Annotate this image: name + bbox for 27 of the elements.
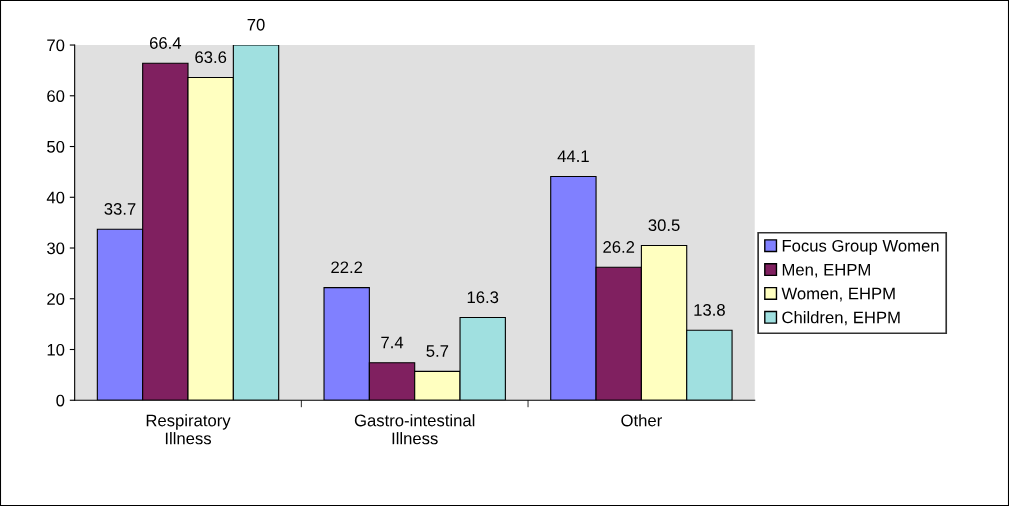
data-label: 26.2 <box>603 241 635 253</box>
data-label: 30.5 <box>648 219 680 232</box>
data-label: 13.8 <box>694 304 725 316</box>
y-tick-label: 30 <box>47 242 65 255</box>
data-label: 7.4 <box>381 336 404 349</box>
y-tick-label: 40 <box>46 191 65 204</box>
legend-label: Focus Group Women <box>782 239 939 255</box>
data-label: 5.7 <box>426 345 449 357</box>
x-tick-label: Other <box>621 414 662 427</box>
x-tick-label: Gastro-intestinal Illness <box>354 414 475 445</box>
y-tick-label: 70 <box>47 39 65 52</box>
y-tick-label: 10 <box>47 343 65 356</box>
legend-label: Women, EHPM <box>781 287 895 302</box>
legend-label: Children, EHPM <box>782 311 900 326</box>
y-tick-label: 60 <box>47 90 65 102</box>
data-label: 66.4 <box>149 37 182 49</box>
data-label: 70 <box>247 18 265 31</box>
y-tick-label: 20 <box>47 293 65 305</box>
data-label: 22.2 <box>331 261 363 274</box>
data-label: 16.3 <box>467 291 499 304</box>
data-label: 33.7 <box>104 203 136 215</box>
x-tick-label: Respiratory Illness <box>146 414 231 445</box>
data-label: 44.1 <box>557 150 589 162</box>
legend-label: Men, EHPM <box>782 263 870 278</box>
y-tick-label: 50 <box>47 140 65 153</box>
y-tick-label: 0 <box>56 394 65 407</box>
data-label: 63.6 <box>195 51 227 64</box>
